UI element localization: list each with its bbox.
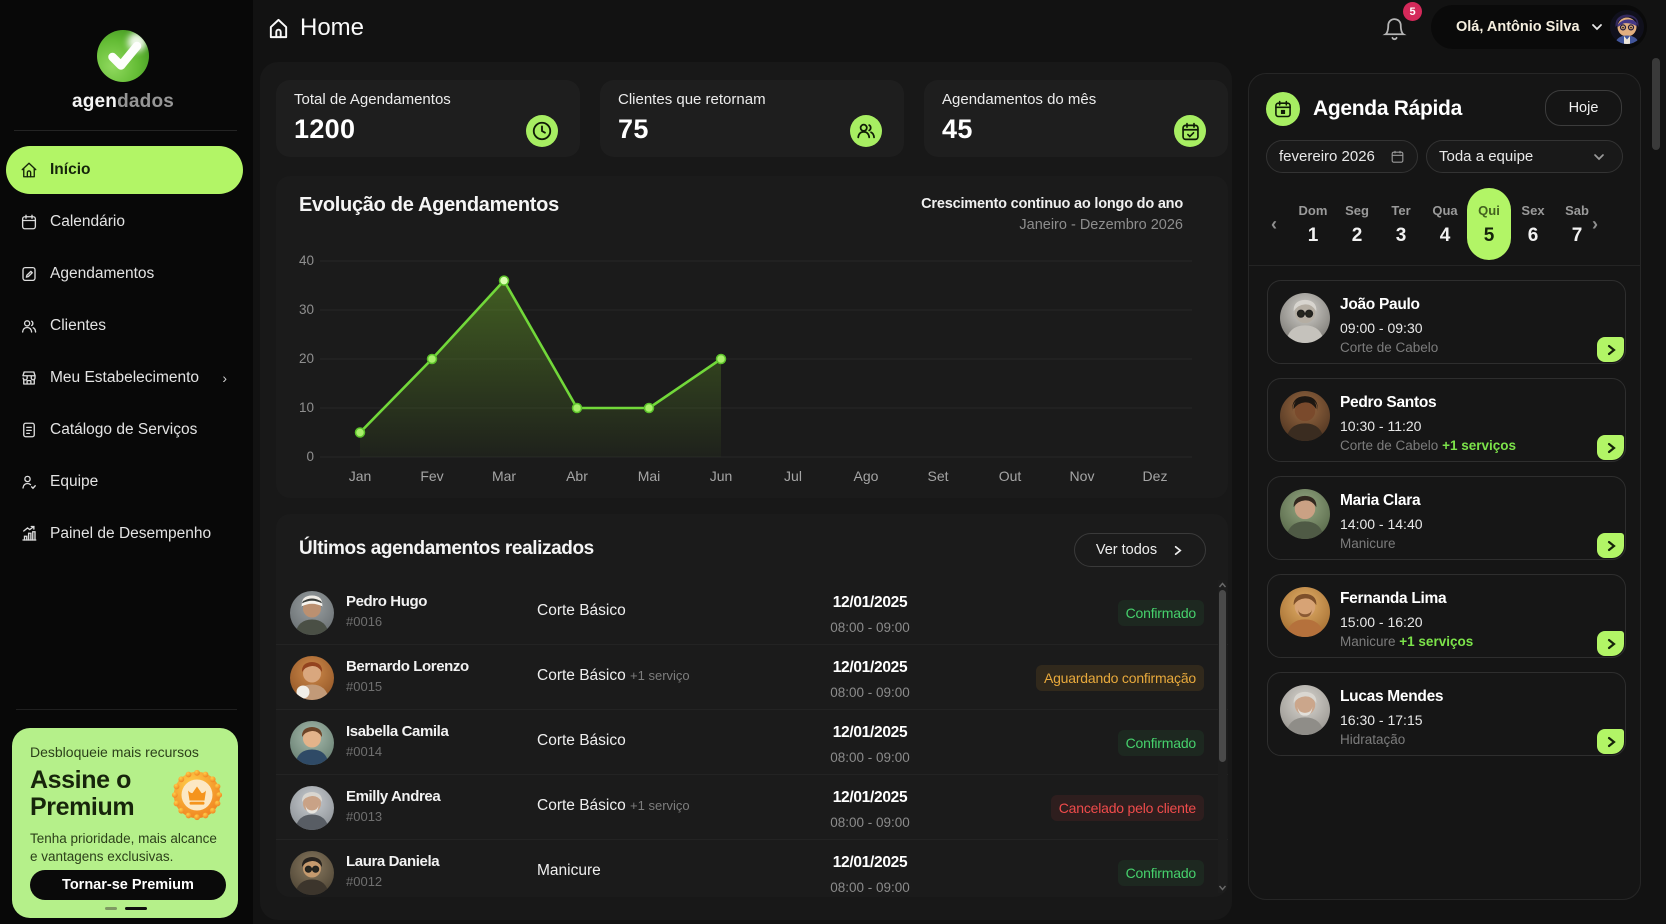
svg-text:Out: Out bbox=[999, 468, 1022, 484]
svg-text:10: 10 bbox=[299, 400, 314, 415]
svg-text:Dez: Dez bbox=[1143, 468, 1168, 484]
svg-text:Nov: Nov bbox=[1070, 468, 1095, 484]
svg-text:30: 30 bbox=[299, 302, 314, 317]
svg-text:Jun: Jun bbox=[710, 468, 733, 484]
svg-text:40: 40 bbox=[299, 253, 314, 268]
svg-text:Abr: Abr bbox=[566, 468, 588, 484]
svg-text:Mar: Mar bbox=[492, 468, 516, 484]
svg-text:Fev: Fev bbox=[420, 468, 443, 484]
svg-text:Ago: Ago bbox=[854, 468, 879, 484]
svg-text:Jan: Jan bbox=[349, 468, 372, 484]
svg-text:Jul: Jul bbox=[784, 468, 802, 484]
svg-text:Set: Set bbox=[927, 468, 948, 484]
svg-text:20: 20 bbox=[299, 351, 314, 366]
svg-text:Mai: Mai bbox=[638, 468, 661, 484]
svg-text:0: 0 bbox=[306, 449, 314, 464]
